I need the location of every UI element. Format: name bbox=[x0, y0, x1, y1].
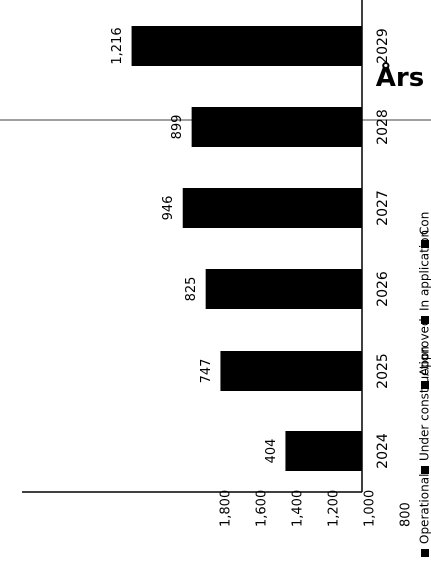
legend-item: Con bbox=[418, 212, 431, 248]
legend-swatch bbox=[421, 549, 429, 557]
legend-label: Con bbox=[418, 212, 431, 235]
legend-label: In application bbox=[418, 230, 431, 311]
x-tick-2024: 2024 bbox=[375, 433, 391, 469]
legend-label: Under construction bbox=[418, 346, 431, 461]
legend-swatch bbox=[421, 240, 429, 248]
bars bbox=[131, 26, 362, 471]
x-tick-2029: 2029 bbox=[375, 28, 391, 64]
bar-2025 bbox=[220, 351, 362, 391]
legend-item: Under construction bbox=[418, 346, 431, 474]
legend-item: Operational bbox=[418, 474, 431, 557]
bar-2029 bbox=[131, 26, 362, 66]
bar-2028 bbox=[191, 107, 362, 147]
y-tick-1400: 1,400 bbox=[291, 490, 306, 527]
legend-swatch bbox=[421, 466, 429, 474]
y-tick-1000: 1,000 bbox=[363, 490, 378, 527]
legend-item: Approved bbox=[418, 318, 431, 389]
bar-2024 bbox=[285, 431, 362, 471]
value-label-2027: 946 bbox=[161, 196, 176, 221]
y-tick-800: 800 bbox=[399, 502, 414, 527]
legend-swatch bbox=[421, 381, 429, 389]
value-labels: 404 747 825 946 899 1,216 bbox=[110, 27, 279, 463]
bar-2027 bbox=[182, 188, 362, 228]
value-label-2029: 1,216 bbox=[110, 27, 125, 64]
x-tick-2025: 2025 bbox=[375, 353, 391, 389]
chart-title: Års bbox=[376, 61, 424, 93]
y-tick-1200: 1,200 bbox=[327, 490, 342, 527]
value-label-2024: 404 bbox=[264, 439, 279, 464]
legend-label: Operational bbox=[418, 474, 431, 544]
bar-2026 bbox=[205, 269, 362, 309]
y-tick-1600: 1,600 bbox=[255, 490, 270, 527]
legend-item: In application bbox=[418, 230, 431, 324]
y-tick-1800: 1,800 bbox=[219, 490, 234, 527]
legend-label: Approved bbox=[418, 318, 431, 376]
x-tick-2027: 2027 bbox=[375, 190, 391, 226]
value-label-2028: 899 bbox=[170, 115, 185, 140]
legend-swatch bbox=[421, 316, 429, 324]
value-label-2025: 747 bbox=[199, 359, 214, 384]
value-label-2026: 825 bbox=[184, 277, 199, 302]
x-tick-2026: 2026 bbox=[375, 271, 391, 307]
x-tick-2028: 2028 bbox=[375, 109, 391, 145]
x-tick-labels: 2024 2025 2026 2027 2028 2029 bbox=[375, 28, 391, 469]
